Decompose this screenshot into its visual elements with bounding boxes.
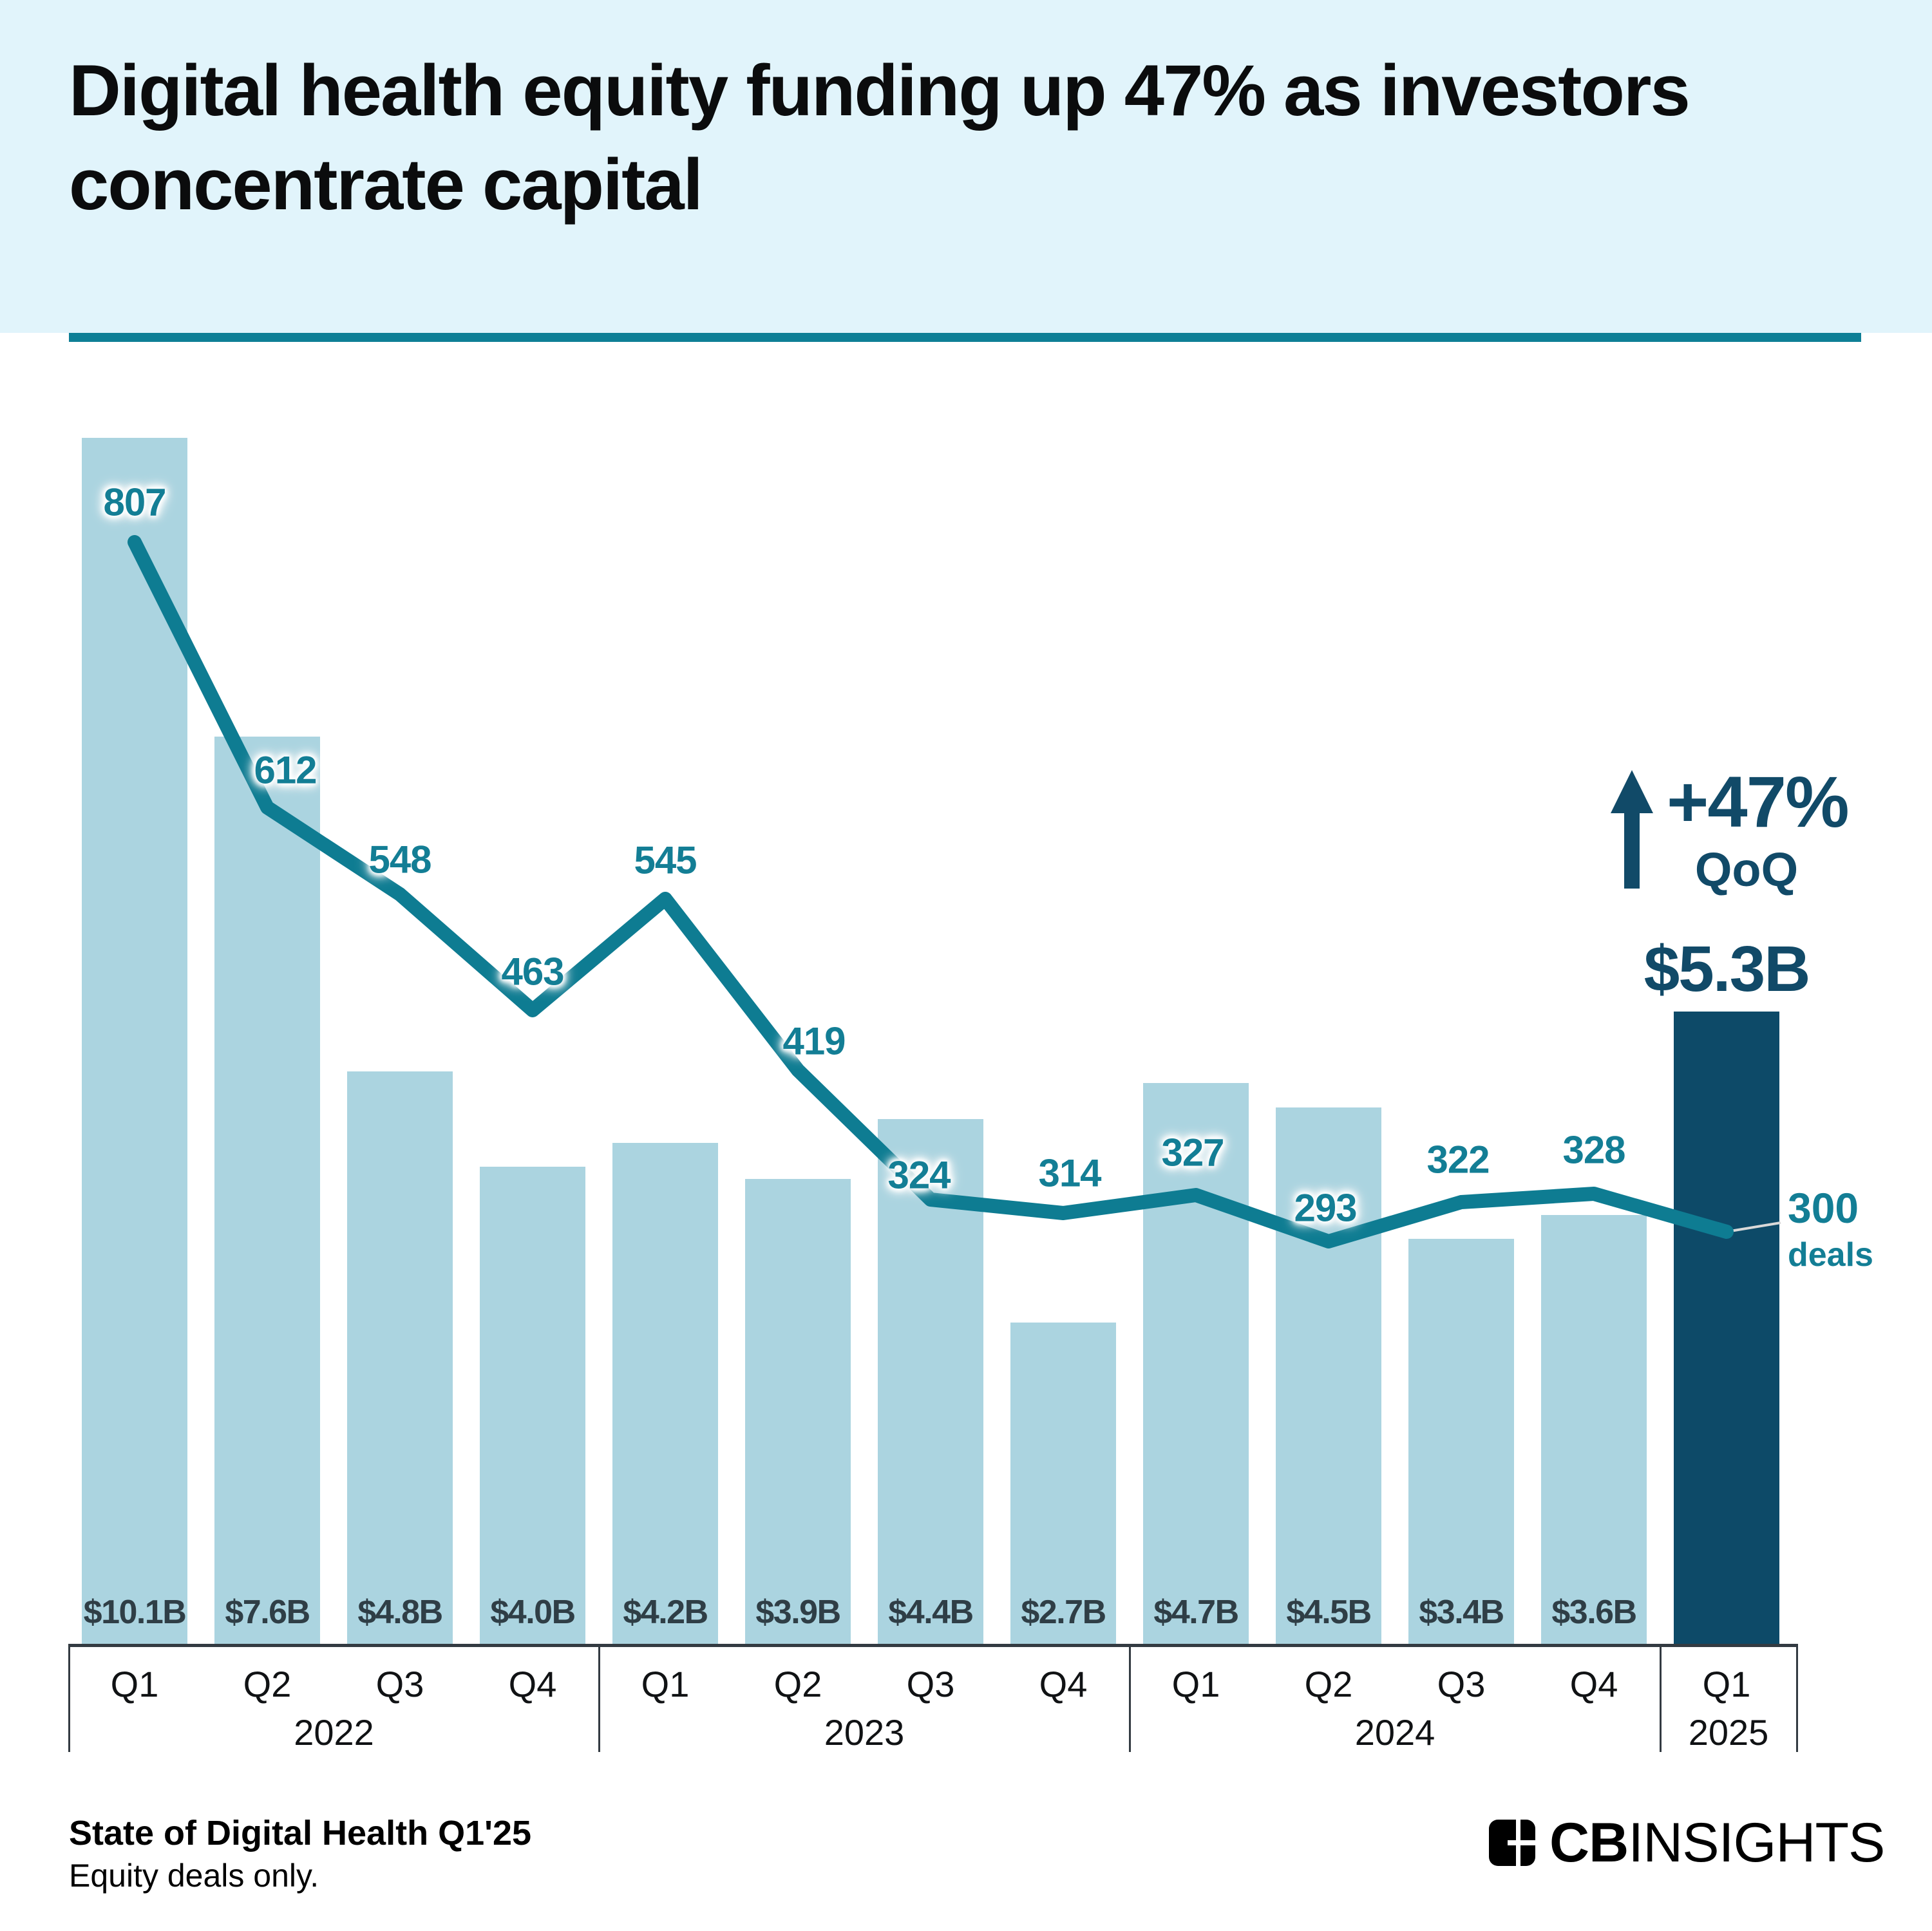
funding-label: $3.9B: [755, 1594, 841, 1631]
deals-label: 612: [254, 748, 317, 792]
deals-label: 463: [501, 950, 564, 994]
quarter-label: Q1: [1702, 1664, 1751, 1704]
funding-label: $4.0B: [490, 1594, 576, 1631]
header: Digital health equity funding up 47% as …: [0, 0, 1932, 333]
deals-label: 322: [1426, 1138, 1490, 1182]
page-title: Digital health equity funding up 47% as …: [69, 50, 1690, 225]
endpoint-unit: deals: [1788, 1236, 1873, 1274]
deals-label: 293: [1294, 1186, 1357, 1230]
brand-light: INSIGHTS: [1628, 1812, 1885, 1874]
quarter-label: Q4: [1039, 1664, 1088, 1704]
endpoint-label: 300 deals: [1788, 1187, 1873, 1272]
deals-label: 548: [368, 838, 431, 881]
bar: [214, 737, 320, 1645]
bar: [1408, 1238, 1514, 1645]
deals-label: 314: [1038, 1151, 1101, 1195]
bar: [82, 438, 187, 1645]
quarter-label: Q1: [110, 1664, 159, 1704]
cb-insights-logo-icon: [1489, 1820, 1535, 1866]
deals-label: 328: [1562, 1128, 1625, 1172]
bar: [480, 1167, 585, 1645]
funding-label: $10.1B: [83, 1594, 187, 1631]
funding-label: $4.5B: [1286, 1594, 1372, 1631]
bar: [347, 1071, 453, 1645]
bar-highlighted: [1674, 1012, 1779, 1645]
bar: [1541, 1214, 1647, 1645]
axis-baseline: [69, 1644, 1797, 1647]
axis-separator: [598, 1644, 600, 1752]
source-note: Equity deals only.: [69, 1858, 319, 1894]
brand-bold: CB: [1549, 1812, 1629, 1874]
annotation-period: QoQ: [1694, 843, 1799, 896]
year-label: 2023: [824, 1712, 905, 1753]
bar: [878, 1119, 983, 1645]
deals-label: 545: [634, 838, 697, 882]
quarter-label: Q3: [1437, 1664, 1486, 1704]
bar: [1010, 1322, 1116, 1645]
annotation-change: +47%: [1667, 762, 1850, 842]
quarter-label: Q2: [243, 1664, 292, 1704]
deals-label: 807: [103, 480, 166, 524]
cb-insights-logo: CBINSIGHTS: [1489, 1815, 1885, 1870]
highlight-funding-label: $5.3B: [1643, 933, 1811, 1005]
cb-insights-wordmark: CBINSIGHTS: [1549, 1815, 1885, 1870]
axis-separator: [68, 1644, 70, 1752]
quarter-label: Q4: [1569, 1664, 1618, 1704]
year-label: 2022: [294, 1712, 374, 1753]
deals-label: 324: [887, 1153, 951, 1197]
funding-label: $2.7B: [1021, 1594, 1106, 1631]
funding-label: $4.7B: [1153, 1594, 1239, 1631]
funding-label: $4.2B: [623, 1594, 708, 1631]
quarter-label: Q3: [375, 1664, 424, 1704]
axis-separator: [1660, 1644, 1662, 1752]
quarter-label: Q1: [1171, 1664, 1220, 1704]
bar: [612, 1143, 718, 1645]
year-label: 2024: [1354, 1712, 1435, 1753]
funding-label: $4.4B: [888, 1594, 974, 1631]
quarter-label: Q2: [1304, 1664, 1353, 1704]
quarter-label: Q2: [773, 1664, 822, 1704]
quarter-label: Q1: [641, 1664, 690, 1704]
funding-label: $3.6B: [1551, 1594, 1637, 1631]
funding-label: $4.8B: [357, 1594, 443, 1631]
funding-label: $7.6B: [225, 1594, 310, 1631]
deals-label: 327: [1161, 1131, 1224, 1174]
bar: [745, 1179, 851, 1645]
endpoint-value: 300: [1788, 1184, 1859, 1232]
up-arrow-icon: [1611, 770, 1653, 889]
quarter-label: Q3: [906, 1664, 955, 1704]
year-label: 2025: [1688, 1712, 1769, 1753]
quarter-label: Q4: [508, 1664, 557, 1704]
title-divider-rule: [69, 333, 1861, 342]
funding-label: $3.4B: [1419, 1594, 1504, 1631]
axis-separator: [1796, 1644, 1798, 1752]
axis-separator: [1129, 1644, 1131, 1752]
deals-label: 419: [782, 1019, 846, 1063]
source-title: State of Digital Health Q1'25: [69, 1814, 532, 1852]
